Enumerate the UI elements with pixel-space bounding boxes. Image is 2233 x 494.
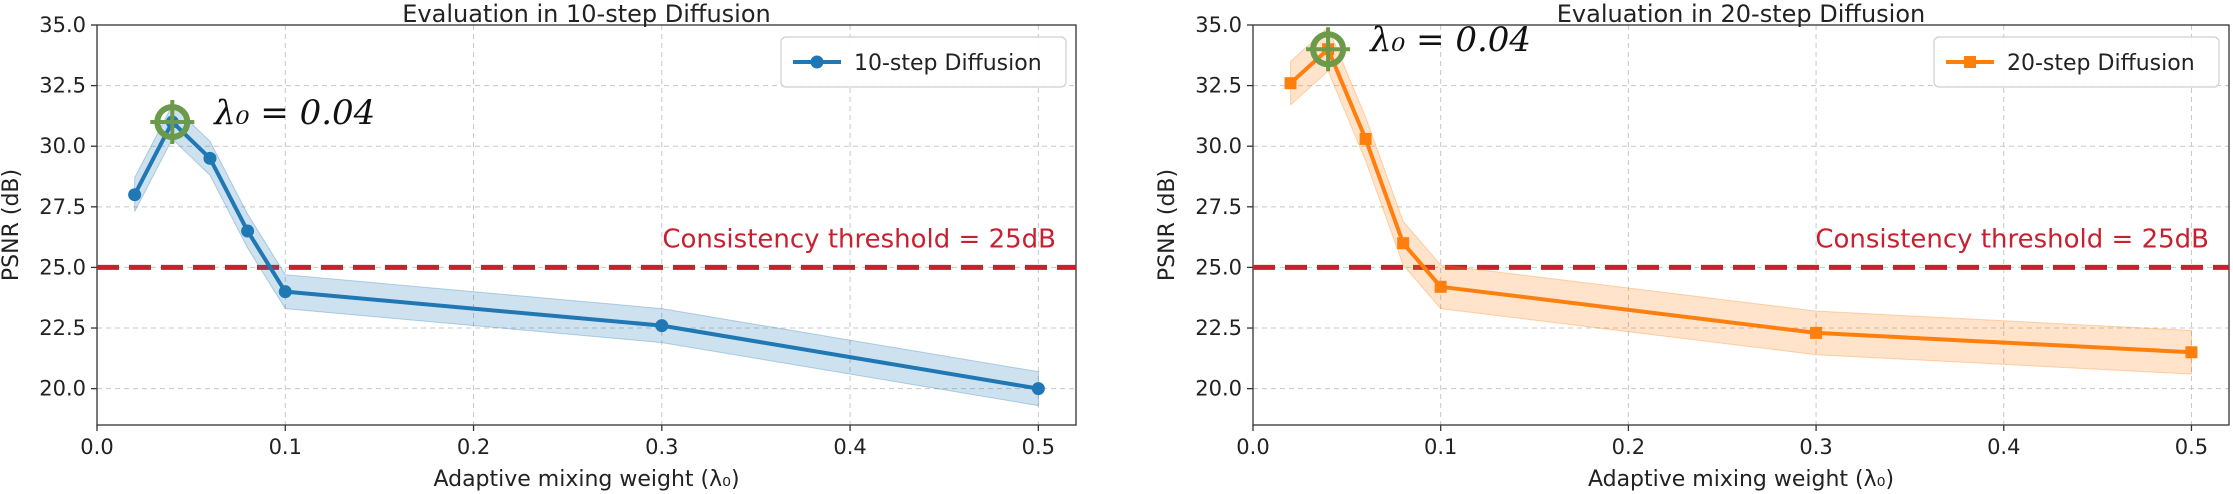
y-tick-label: 20.0 — [39, 377, 86, 401]
legend-marker — [1964, 56, 1976, 68]
chart-20-step: 0.0 0.1 0.2 0.3 0.4 0.5 20.0 22.5 25.0 27.5 30.0 32… — [1156, 0, 2230, 492]
y-tick-label: 20.0 — [1195, 377, 1242, 401]
plot-area — [1253, 25, 2229, 425]
data-point-0 — [128, 188, 142, 202]
y-tick-label: 27.5 — [1195, 195, 1242, 219]
y-tick-label: 22.5 — [39, 316, 86, 340]
y-tick-label: 35.0 — [39, 13, 86, 37]
x-tick-label: 0.0 — [80, 435, 113, 459]
legend-label: 20-step Diffusion — [2007, 51, 2195, 76]
y-axis-label: PSNR (dB) — [1156, 169, 1180, 281]
x-tick-label: 0.3 — [1799, 435, 1832, 459]
annotation-label: λ₀ = 0.04 — [1368, 20, 1531, 60]
confidence-band — [1290, 26, 2192, 375]
threshold-label: Consistency threshold = 25dB — [662, 224, 1056, 254]
chart-title: Evaluation in 10-step Diffusion — [402, 0, 770, 28]
x-tick-label: 0.5 — [1022, 435, 1055, 459]
data-point-5 — [1810, 326, 1823, 339]
y-tick-label: 27.5 — [39, 195, 86, 219]
data-point-2 — [1359, 132, 1372, 145]
y-tick-label: 32.5 — [1195, 74, 1242, 98]
y-tick-label: 30.0 — [1195, 134, 1242, 158]
x-tick-label: 0.1 — [269, 435, 302, 459]
y-tick-label: 30.0 — [39, 134, 86, 158]
data-point-3 — [1397, 237, 1410, 250]
x-tick-label: 0.2 — [457, 435, 490, 459]
data-point-4 — [1434, 280, 1447, 293]
data-point-2 — [203, 151, 217, 165]
y-tick-label: 25.0 — [39, 255, 86, 279]
x-tick-label: 0.4 — [833, 435, 866, 459]
y-axis-label: PSNR (dB) — [0, 169, 24, 281]
x-axis-label: Adaptive mixing weight (λ₀) — [1588, 467, 1894, 492]
x-tick-label: 0.3 — [645, 435, 678, 459]
confidence-band — [134, 104, 1039, 407]
chart-10-step: 0.0 0.1 0.2 0.3 0.4 0.5 20.0 22.5 25.0 27.5 30.0 32… — [0, 0, 1077, 492]
y-tick-label: 25.0 — [1195, 255, 1242, 279]
legend-box — [1933, 36, 2220, 88]
x-tick-label: 0.0 — [1236, 435, 1269, 459]
data-point-3 — [241, 224, 255, 238]
annotation-label: λ₀ = 0.04 — [212, 93, 375, 133]
y-tick-label: 32.5 — [39, 74, 86, 98]
threshold-label: Consistency threshold = 25dB — [1815, 224, 2209, 254]
chart-title: Evaluation in 20-step Diffusion — [1557, 0, 1925, 28]
x-tick-label: 0.1 — [1424, 435, 1457, 459]
data-point-0 — [1284, 77, 1297, 90]
x-axis-label: Adaptive mixing weight (λ₀) — [433, 467, 739, 492]
data-point-5 — [655, 319, 669, 333]
target-icon — [1306, 27, 1351, 72]
data-point-6 — [1031, 382, 1045, 396]
legend-label: 10-step Diffusion — [854, 51, 1042, 76]
y-tick-label: 35.0 — [1195, 13, 1242, 37]
data-point-4 — [278, 285, 292, 299]
legend-box — [780, 36, 1067, 88]
data-point-6 — [2185, 346, 2198, 359]
plot-area — [97, 25, 1076, 425]
plot-frame — [1252, 24, 2230, 426]
y-tick-label: 22.5 — [1195, 316, 1242, 340]
legend-marker — [810, 55, 824, 69]
x-tick-label: 0.5 — [2175, 435, 2208, 459]
target-icon — [150, 99, 195, 144]
x-tick-label: 0.2 — [1612, 435, 1645, 459]
plot-frame — [96, 24, 1077, 426]
x-tick-label: 0.4 — [1987, 435, 2020, 459]
